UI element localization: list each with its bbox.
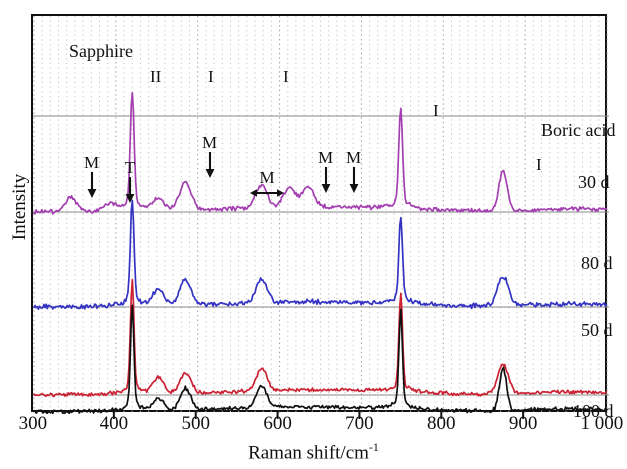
- x-axis-title: Raman shift/cm-1: [0, 440, 627, 464]
- marker-M-612-label: M: [318, 148, 334, 167]
- marker-M-485-label: M: [202, 133, 218, 152]
- plot-area: Sapphire Boric acid II I I I I M T M M M M 30 d…: [31, 14, 615, 420]
- down-arrow-icon: [84, 172, 99, 198]
- marker-T-393-label: T: [124, 158, 136, 177]
- boric-acid: Boric acid: [541, 121, 615, 139]
- x-tick-800: 800: [427, 413, 456, 434]
- phase-I-578: I: [283, 68, 289, 85]
- marker-M-345: M: [84, 154, 99, 198]
- down-arrow-icon: [346, 167, 361, 193]
- x-axis-ticks: [112, 411, 525, 419]
- annotation-layer: Sapphire Boric acid II I I I I M T M M M M 30 d…: [33, 16, 615, 420]
- sapphire: Sapphire: [69, 42, 133, 60]
- marker-T-393: T: [124, 159, 136, 203]
- phase-I-873-label: I: [536, 155, 542, 174]
- marker-M-635-label: M: [346, 148, 362, 167]
- x-tick-700: 700: [345, 413, 374, 434]
- phase-II-420-label: II: [150, 67, 162, 86]
- marker-M-540: M: [250, 169, 284, 199]
- phase-II-420: II: [150, 68, 161, 85]
- marker-M-485: M: [202, 134, 217, 178]
- grid-layer: [33, 16, 609, 414]
- x-tick-400: 400: [99, 413, 129, 434]
- series-label-30-d: 30 d: [578, 172, 610, 192]
- down-arrow-icon: [202, 152, 217, 178]
- sapphire-label: Sapphire: [69, 41, 133, 61]
- series-label-100-d: 100 d: [573, 401, 614, 421]
- phase-I-748: I: [433, 102, 439, 119]
- x-axis-title-superscript: -1: [368, 440, 379, 454]
- x-axis-title-text: Raman shift/cm: [248, 442, 369, 464]
- marker-M-635: M: [346, 149, 361, 193]
- phase-I-485-label: I: [208, 67, 214, 86]
- phase-I-873: I: [536, 156, 542, 173]
- y-axis-title: Intensity: [9, 173, 30, 241]
- marker-M-612: M: [318, 149, 333, 193]
- boric-acid-label: Boric acid: [541, 120, 616, 140]
- x-tick-600: 600: [263, 413, 292, 434]
- x-tick-900: 900: [508, 413, 538, 434]
- marker-M-345-label: M: [84, 153, 100, 172]
- phase-I-748-label: I: [433, 101, 439, 120]
- phase-I-485: I: [208, 68, 214, 85]
- phase-I-578-label: I: [283, 67, 289, 86]
- series-label-50-d: 50 d: [581, 320, 613, 340]
- x-tick-500: 500: [181, 413, 210, 434]
- x-tick-1000: 1 000: [580, 413, 624, 434]
- curve-layer: [33, 91, 608, 414]
- x-tick-300: 300: [18, 413, 48, 434]
- series-label-80-d: 80 d: [581, 253, 613, 273]
- down-arrow-icon: [318, 167, 333, 193]
- down-arrow-icon: [124, 177, 136, 203]
- marker-M-540-label: M: [259, 168, 275, 187]
- double-horizontal-arrow-icon: [250, 187, 284, 199]
